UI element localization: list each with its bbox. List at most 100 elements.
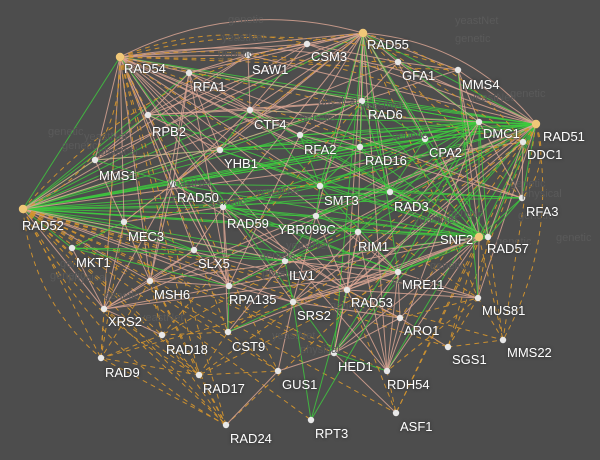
network-node-mre11[interactable] <box>394 268 402 276</box>
network-node-ybr099c[interactable] <box>312 212 320 220</box>
network-node-msh6[interactable] <box>146 277 154 285</box>
network-node-rfa3[interactable] <box>518 194 526 202</box>
network-node-rad17[interactable] <box>195 371 203 379</box>
network-edge <box>457 69 480 238</box>
network-node-cst9[interactable] <box>224 328 232 336</box>
network-node-smt3[interactable] <box>316 182 324 190</box>
network-edge <box>222 191 391 208</box>
network-node-rpt3[interactable] <box>307 416 315 424</box>
network-node-rim1[interactable] <box>354 228 362 236</box>
network-node-dmc1[interactable] <box>475 118 483 126</box>
network-node-sgs1[interactable] <box>444 343 452 351</box>
network-edge <box>477 297 504 341</box>
network-edge <box>22 208 359 233</box>
network-node-mms1[interactable] <box>91 156 99 164</box>
network-edge <box>119 56 227 426</box>
network-edge <box>249 109 480 123</box>
network-edge <box>22 56 121 210</box>
network-edge <box>22 185 321 210</box>
network-node-ddc1[interactable] <box>519 138 527 146</box>
network-node-rad16[interactable] <box>356 143 364 151</box>
network-edge <box>315 121 480 217</box>
network-edge-arc <box>22 208 200 376</box>
network-edge <box>222 185 321 208</box>
network-node-rdh54[interactable] <box>383 367 391 375</box>
network-edge <box>319 146 361 187</box>
network-edge <box>219 146 361 151</box>
network-edge <box>188 72 251 111</box>
network-node-rad18[interactable] <box>158 331 166 339</box>
network-node-yhb1[interactable] <box>216 146 224 154</box>
network-edge <box>386 297 479 372</box>
network-edge <box>198 370 279 376</box>
network-node-mec3[interactable] <box>120 218 128 226</box>
network-node-mms22[interactable] <box>499 336 507 344</box>
network-node-hed1[interactable] <box>330 349 338 357</box>
network-node-rfa1[interactable] <box>185 69 193 77</box>
network-node-srs2[interactable] <box>289 298 297 306</box>
network-edge <box>386 370 397 414</box>
network-edge-arc <box>119 19 364 58</box>
network-node-xrs2[interactable] <box>100 305 108 313</box>
network-node-rad55[interactable] <box>358 28 368 38</box>
network-node-rad51[interactable] <box>531 119 541 129</box>
network-node-csm3[interactable] <box>303 40 311 48</box>
network-edge <box>172 183 224 208</box>
network-edge <box>100 357 200 376</box>
network-node-cpa2[interactable] <box>421 135 429 143</box>
network-node-aro1[interactable] <box>396 314 404 322</box>
network-edge <box>225 141 524 426</box>
network-edge <box>119 56 388 372</box>
network-node-rad3[interactable] <box>386 188 394 196</box>
network-edge <box>123 183 174 223</box>
network-edge <box>103 308 163 336</box>
network-node-saw1[interactable] <box>244 51 252 59</box>
network-edge <box>222 206 229 333</box>
network-node-rfa2[interactable] <box>296 131 304 139</box>
network-edge <box>71 247 105 310</box>
network-edge-arc <box>22 208 227 426</box>
network-node-ilv1[interactable] <box>281 257 289 265</box>
network-edge <box>478 236 504 341</box>
network-node-rad53[interactable] <box>343 286 351 294</box>
network-node-gus1[interactable] <box>274 367 282 375</box>
network-edge <box>103 285 230 310</box>
network-edge <box>395 236 480 414</box>
network-node-rpa135[interactable] <box>225 282 233 290</box>
network-edge-arc <box>119 47 537 125</box>
network-node-rad59[interactable] <box>219 203 227 211</box>
network-edge <box>119 56 125 223</box>
network-node-slx5[interactable] <box>190 246 198 254</box>
network-edge <box>149 280 163 336</box>
network-edge <box>333 121 480 354</box>
network-node-mus81[interactable] <box>474 294 482 302</box>
network-edge <box>399 317 449 348</box>
network-node-rad24[interactable] <box>222 421 230 429</box>
network-edge <box>228 260 286 287</box>
network-edge <box>119 32 364 58</box>
network-node-ctf4[interactable] <box>246 106 254 114</box>
network-edge <box>299 134 523 199</box>
network-node-rad9[interactable] <box>97 354 105 362</box>
network-edge <box>188 32 364 74</box>
network-node-rad52[interactable] <box>18 204 28 214</box>
network-node-rad50[interactable] <box>169 180 177 188</box>
network-edge <box>119 56 200 376</box>
network-node-rpb2[interactable] <box>144 111 152 119</box>
network-node-rad54[interactable] <box>115 52 125 62</box>
network-edge <box>94 149 221 161</box>
network-edge <box>346 289 388 372</box>
network-edge <box>22 208 125 223</box>
network-node-rad57[interactable] <box>484 233 492 241</box>
network-edge <box>161 334 200 376</box>
network-node-rad6[interactable] <box>358 97 366 105</box>
network-node-snf2[interactable] <box>474 232 484 242</box>
network-node-asf1[interactable] <box>392 409 400 417</box>
network-node-gfa1[interactable] <box>394 58 402 66</box>
network-edge <box>94 56 121 161</box>
network-edge <box>457 69 537 125</box>
network-node-mkt1[interactable] <box>68 244 76 252</box>
network-edge <box>397 121 480 273</box>
network-node-mms4[interactable] <box>454 66 462 74</box>
